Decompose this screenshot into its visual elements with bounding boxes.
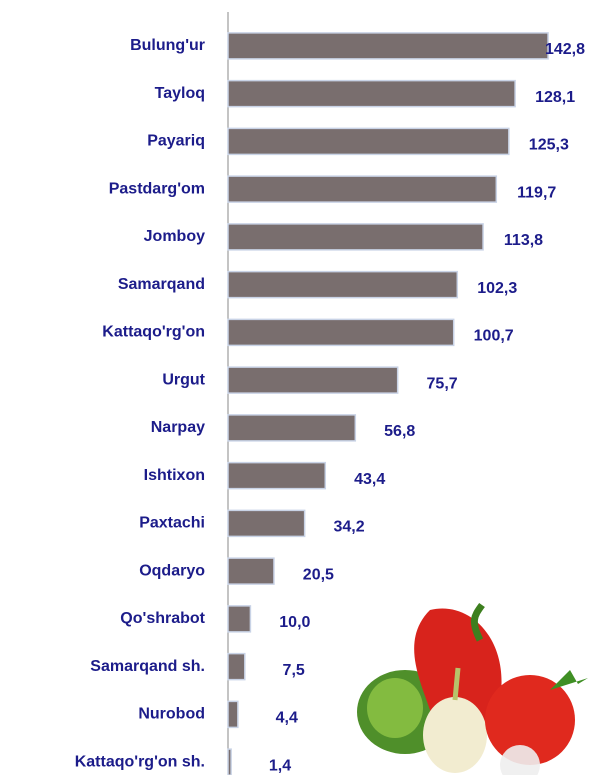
- category-label: Urgut: [162, 371, 205, 388]
- bar: [228, 33, 548, 59]
- bar: [228, 272, 457, 298]
- bar: [228, 319, 454, 345]
- value-label: 34,2: [334, 519, 365, 536]
- bar: [228, 224, 483, 250]
- bar: [228, 606, 250, 632]
- category-label: Payariq: [147, 133, 205, 150]
- bar: [228, 176, 496, 202]
- value-label: 75,7: [427, 375, 458, 392]
- category-label: Pastdarg'om: [109, 180, 205, 197]
- value-label: 43,4: [354, 471, 385, 488]
- category-label: Samarqand sh.: [90, 658, 205, 675]
- page: {"chart_data": {"type": "bar", "orientat…: [0, 0, 593, 775]
- category-label: Nurobod: [138, 706, 205, 723]
- category-label: Samarqand: [118, 276, 205, 293]
- value-label: 10,0: [279, 614, 310, 631]
- value-label: 1,4: [269, 757, 291, 774]
- bar: [228, 749, 231, 775]
- vegetables-illustration: [357, 605, 588, 775]
- value-label: 125,3: [529, 137, 569, 154]
- value-label: 56,8: [384, 423, 415, 440]
- value-label: 142,8: [545, 41, 585, 58]
- bar: [228, 701, 238, 727]
- bar: [228, 128, 509, 154]
- bar: [228, 654, 245, 680]
- chart: Bulung'ur 142,8 Tayloq 128,1 Payariq 125,3 Pas…: [0, 0, 593, 775]
- bar: [228, 463, 325, 489]
- value-label: 20,5: [303, 566, 334, 583]
- value-label: 119,7: [517, 184, 556, 201]
- category-label: Tayloq: [155, 85, 205, 102]
- category-label: Narpay: [151, 419, 205, 436]
- category-label: Bulung'ur: [130, 37, 205, 54]
- category-label: Qo'shrabot: [120, 610, 205, 627]
- category-label: Ishtixon: [144, 467, 205, 484]
- category-label: Kattaqo'rg'on sh.: [75, 753, 205, 770]
- value-label: 7,5: [283, 662, 305, 679]
- bar: [228, 415, 355, 441]
- value-label: 100,7: [474, 328, 514, 345]
- value-label: 4,4: [276, 710, 298, 727]
- value-label: 102,3: [477, 280, 517, 297]
- bar: [228, 558, 274, 584]
- category-label: Kattaqo'rg'on: [102, 324, 205, 341]
- value-label: 113,8: [504, 232, 543, 249]
- bar: [228, 81, 515, 107]
- bar: [228, 367, 398, 393]
- bar: [228, 510, 305, 536]
- category-label: Jomboy: [144, 228, 205, 245]
- category-label: Paxtachi: [139, 515, 205, 532]
- value-label: 128,1: [535, 89, 575, 106]
- category-label: Oqdaryo: [139, 562, 205, 579]
